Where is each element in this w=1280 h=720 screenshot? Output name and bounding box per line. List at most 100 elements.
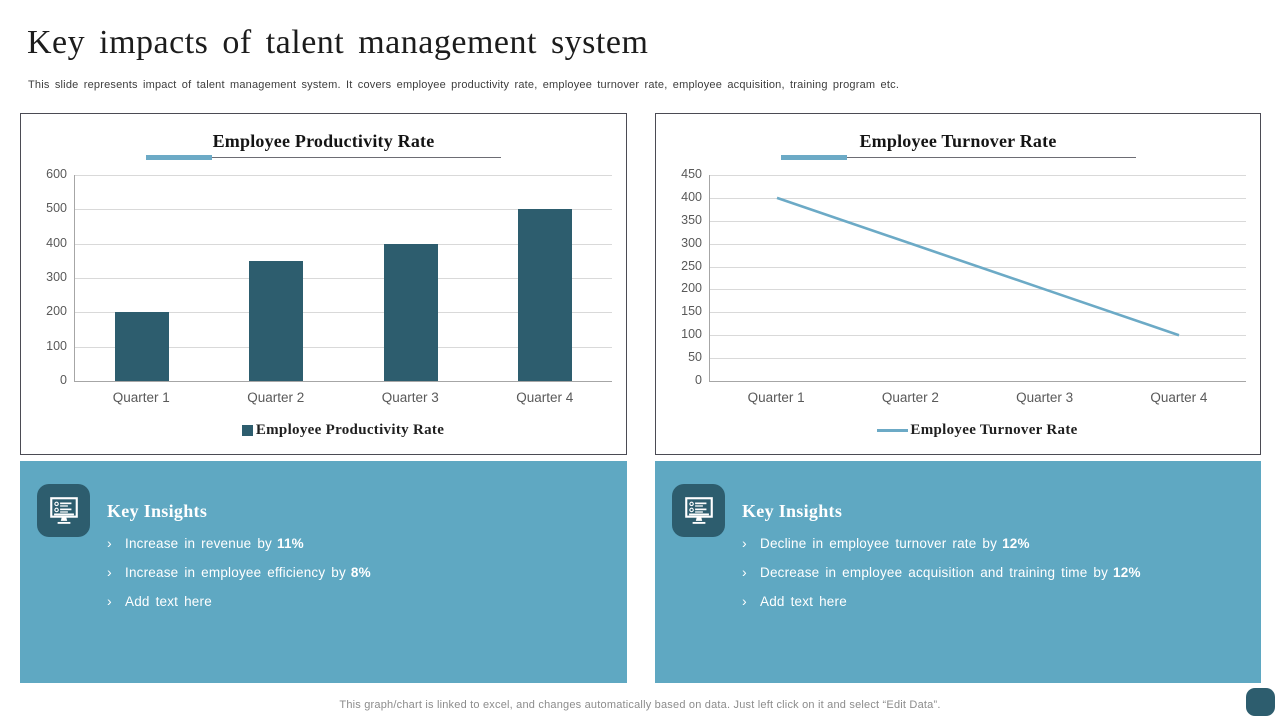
gridline [75,209,612,211]
insight-items: › Increase in revenue by 11% › Increase i… [107,535,627,609]
y-tick-label: 350 [681,212,702,227]
insight-text: Increase in revenue by [125,536,272,551]
gridline [75,243,612,245]
monitor-checklist-icon-svg [684,496,713,524]
insight-value: 12% [1002,536,1030,551]
gridline [710,175,1246,176]
y-tick-label: 500 [46,201,67,216]
insight-text: Decline in employee turnover rate by [760,536,998,551]
insight-item: › Increase in employee efficiency by 8% [107,564,627,580]
legend-line-marker [877,429,909,432]
insight-value: 12% [1113,565,1141,580]
rule-accent [780,155,847,160]
bullet-chevron: › [107,535,112,551]
bullet-chevron: › [107,593,112,609]
gridline [710,289,1246,291]
x-axis-label: Quarter 1 [112,390,170,405]
bar-quarter-2 [249,260,304,381]
gridline [710,220,1246,222]
legend-label: Employee Productivity Rate [255,422,445,438]
x-axis-label: Quarter 4 [1150,390,1208,405]
bullet-chevron: › [742,564,747,580]
monitor-checklist-icon [672,484,725,537]
line-chart-plot[interactable]: 450 400 350 300 250 200 150 100 50 0 [681,167,1246,387]
insight-text: Decrease in employee acquisition and tra… [760,565,1109,580]
x-axis-label: Quarter 4 [516,390,574,405]
gridline [710,335,1246,337]
insight-content: Key Insights › Increase in revenue by 11%… [107,461,627,609]
insights-panel-turnover: Key Insights › Decline in employee turno… [655,461,1261,683]
gridline [75,312,612,314]
x-axis-label: Quarter 1 [747,390,805,405]
gridline [75,175,612,176]
productivity-chart-panel[interactable]: Employee Productivity Rate 600 500 400 300 2… [20,113,627,455]
title-rule [146,155,501,161]
bar-quarter-4 [517,209,572,381]
insight-value: 8% [350,565,371,580]
y-tick-label: 0 [60,373,67,387]
bullet-chevron: › [107,564,112,580]
insight-text-placeholder: Add text here [760,594,847,609]
gridline [75,346,612,348]
insight-item[interactable]: › Add text here [107,593,627,609]
rule-line [146,157,501,158]
insight-item[interactable]: › Add text here [742,593,1261,609]
insights-panel-productivity: Key Insights › Increase in revenue by 11%… [20,461,627,683]
chart-legend: Employee Productivity Rate [74,422,612,439]
page-title: Key impacts of talent management system [27,24,649,61]
insights-heading: Key Insights [742,501,843,521]
insight-item: › Decline in employee turnover rate by 12… [742,535,1261,551]
y-tick-label: 200 [46,304,67,319]
gridline [710,312,1246,314]
gridline [710,358,1246,360]
title-rule [780,155,1136,161]
x-axis-labels: Quarter 1 Quarter 2 Quarter 3 Quarter 4 [74,390,612,405]
corner-accent [1246,688,1275,716]
legend-label: Employee Turnover Rate [910,422,1078,438]
x-axis-label: Quarter 3 [381,390,439,405]
y-tick-label: 400 [681,189,702,204]
insight-item: › Increase in revenue by 11% [107,535,627,551]
bullet-chevron: › [742,593,747,609]
bar-chart-plot[interactable]: 600 500 400 300 200 100 0 [46,167,612,387]
bullet-chevron: › [742,535,747,551]
legend-square-marker [241,425,253,436]
gridline [710,243,1246,245]
insight-text-placeholder: Add text here [125,594,212,609]
line-series-svg [776,196,1180,337]
monitor-checklist-icon [37,484,90,537]
bar-quarter-1 [115,312,170,381]
turnover-chart-panel[interactable]: Employee Turnover Rate 450 400 350 300 250 20… [655,113,1261,455]
insight-content: Key Insights › Decline in employee turno… [742,461,1261,609]
x-axis-label: Quarter 3 [1016,390,1074,405]
insight-text: Increase in employee efficiency by [125,565,346,580]
y-tick-label: 150 [681,304,702,319]
rule-accent [146,155,212,160]
insight-items: › Decline in employee turnover rate by 12… [742,535,1261,609]
insight-item: › Decrease in employee acquisition and t… [742,564,1261,580]
y-tick-label: 0 [695,373,702,387]
monitor-checklist-icon-svg [49,496,78,524]
gridline [710,197,1246,199]
gridline [75,278,612,279]
chart-legend: Employee Turnover Rate [709,422,1246,439]
line-series [776,196,1180,337]
page-subtitle: This slide represents impact of talent m… [28,79,900,91]
x-axis-labels: Quarter 1 Quarter 2 Quarter 3 Quarter 4 [709,390,1246,405]
chart-title: Employee Productivity Rate [212,131,435,151]
y-tick-label: 250 [681,258,702,273]
insight-value: 11% [276,536,304,551]
y-tick-label: 50 [688,350,702,365]
y-tick-label: 100 [46,338,67,353]
insights-heading: Key Insights [107,501,208,521]
y-tick-label: 100 [681,327,702,342]
footer-note: This graph/chart is linked to excel, and… [339,699,941,711]
y-tick-label: 300 [681,235,702,250]
y-tick-label: 200 [681,281,702,296]
x-axis-label: Quarter 2 [881,390,939,405]
chart-title: Employee Turnover Rate [859,131,1057,151]
y-tick-label: 450 [681,167,702,181]
y-tick-label: 300 [46,270,67,284]
bar-quarter-3 [383,243,438,381]
